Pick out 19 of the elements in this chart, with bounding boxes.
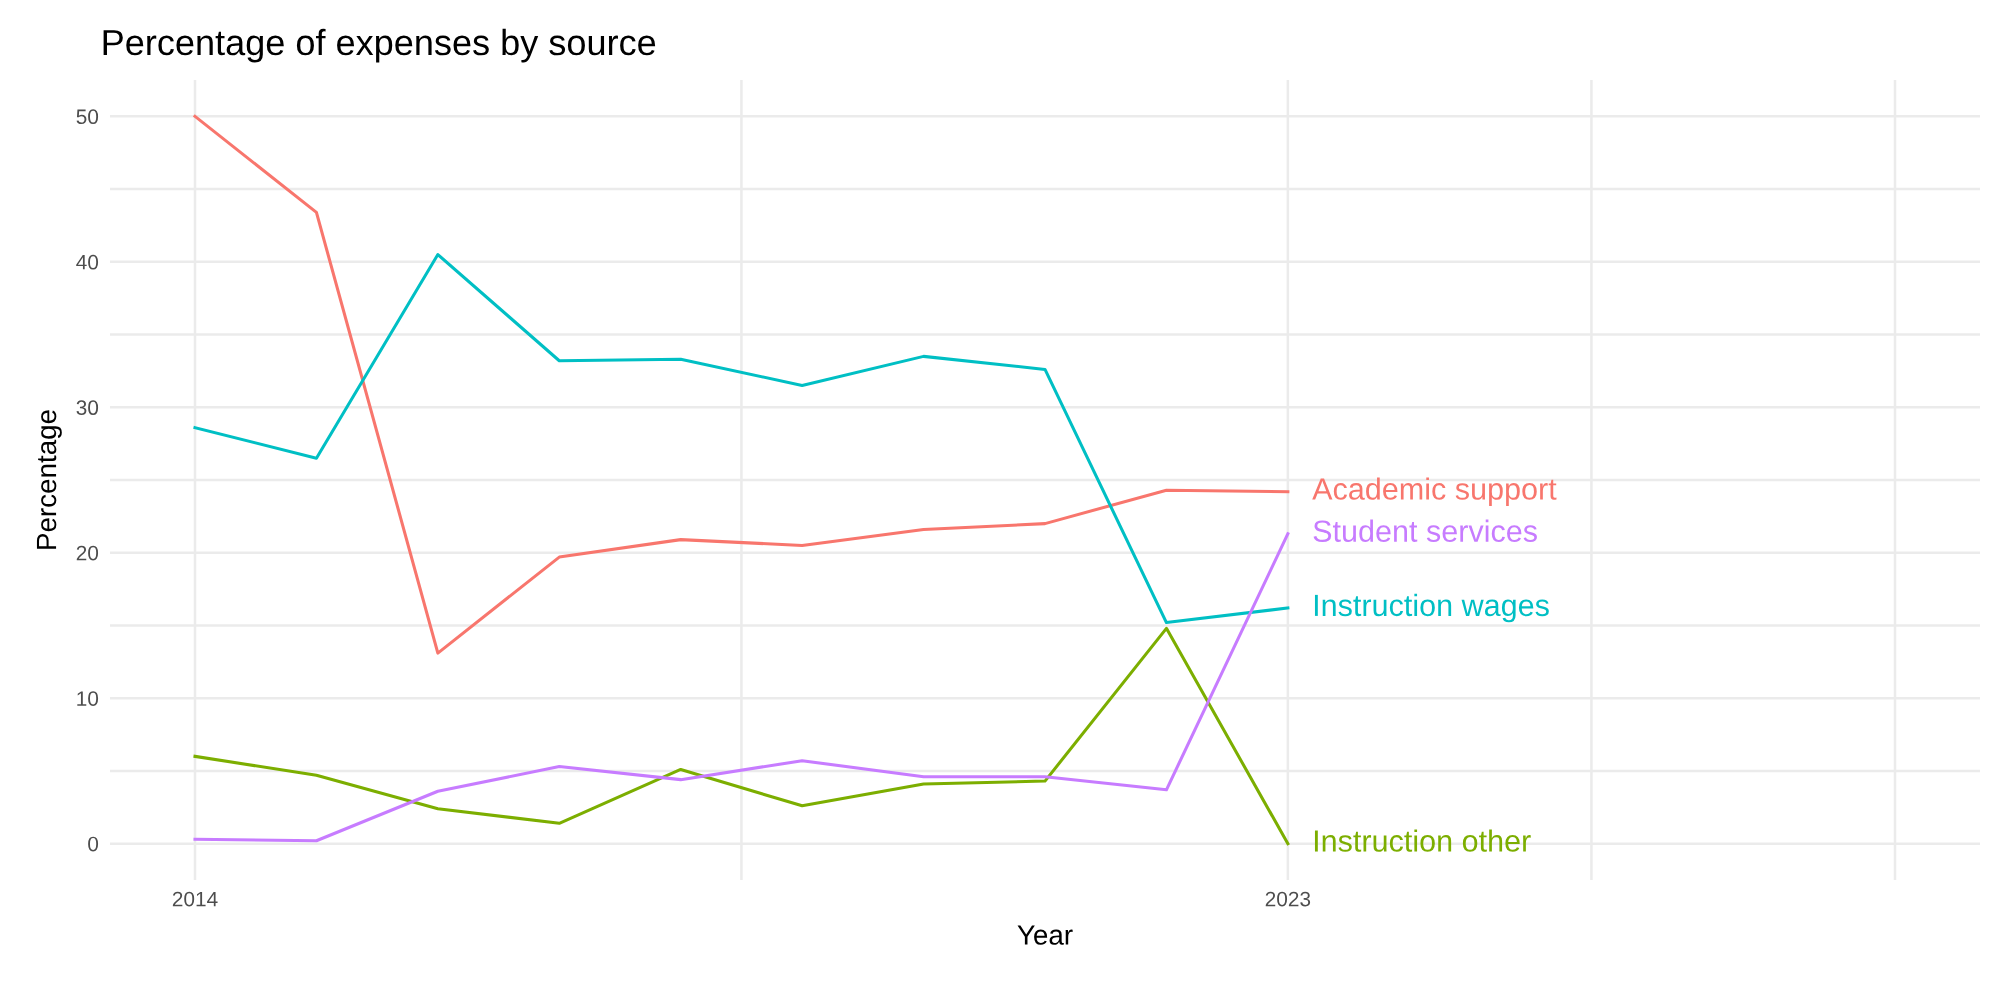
line-series: [193, 253, 1290, 625]
line-series: [193, 532, 1290, 843]
x-tick-label: 2023: [1265, 891, 1311, 907]
series-label: Instruction other: [1314, 829, 1531, 852]
y-tick-label: 0: [88, 836, 99, 852]
y-axis-title: Percentage: [36, 410, 62, 549]
y-tick-label: 40: [76, 254, 99, 270]
chart-title: Percentage of expenses by source: [103, 28, 656, 63]
series-label: Academic support: [1312, 477, 1557, 506]
y-tick-label: 50: [76, 109, 99, 125]
series-label: Instruction wages: [1314, 593, 1549, 623]
y-tick-label: 10: [77, 691, 99, 706]
x-tick-label: 2014: [172, 891, 218, 907]
line-series: [193, 114, 1290, 655]
series-label: Student services: [1313, 519, 1537, 543]
y-tick-label: 20: [76, 545, 99, 561]
y-tick-label: 30: [76, 400, 99, 416]
line-series: [193, 626, 1290, 846]
x-axis-title: Year: [1017, 925, 1073, 945]
